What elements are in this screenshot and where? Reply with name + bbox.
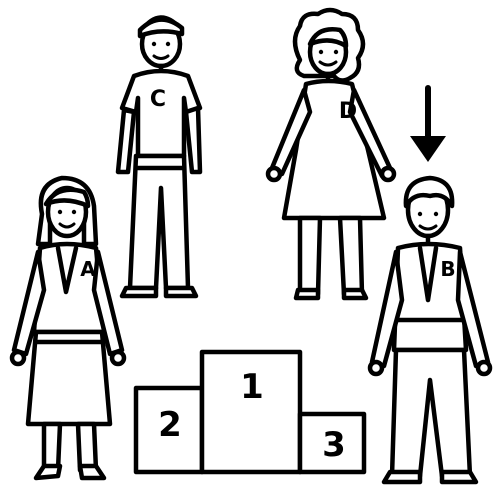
podium-second-place xyxy=(133,385,205,475)
person-a[interactable]: A xyxy=(9,175,127,481)
person-d[interactable]: D xyxy=(265,7,397,301)
podium-second-label: 2 xyxy=(158,405,182,445)
person-a-label: A xyxy=(80,257,96,281)
person-c[interactable]: C xyxy=(115,15,203,299)
person-d-label: D xyxy=(339,99,357,124)
podium-first-label: 1 xyxy=(240,367,264,407)
podium: 2 1 3 xyxy=(133,349,367,475)
podium-third-label: 3 xyxy=(322,425,346,465)
person-b[interactable]: B xyxy=(367,175,493,485)
podium-first-place xyxy=(199,349,303,475)
arrow-down-icon xyxy=(410,85,446,162)
podium-third-place xyxy=(297,411,367,475)
person-b-label: B xyxy=(440,257,455,281)
person-c-label: C xyxy=(150,87,166,112)
